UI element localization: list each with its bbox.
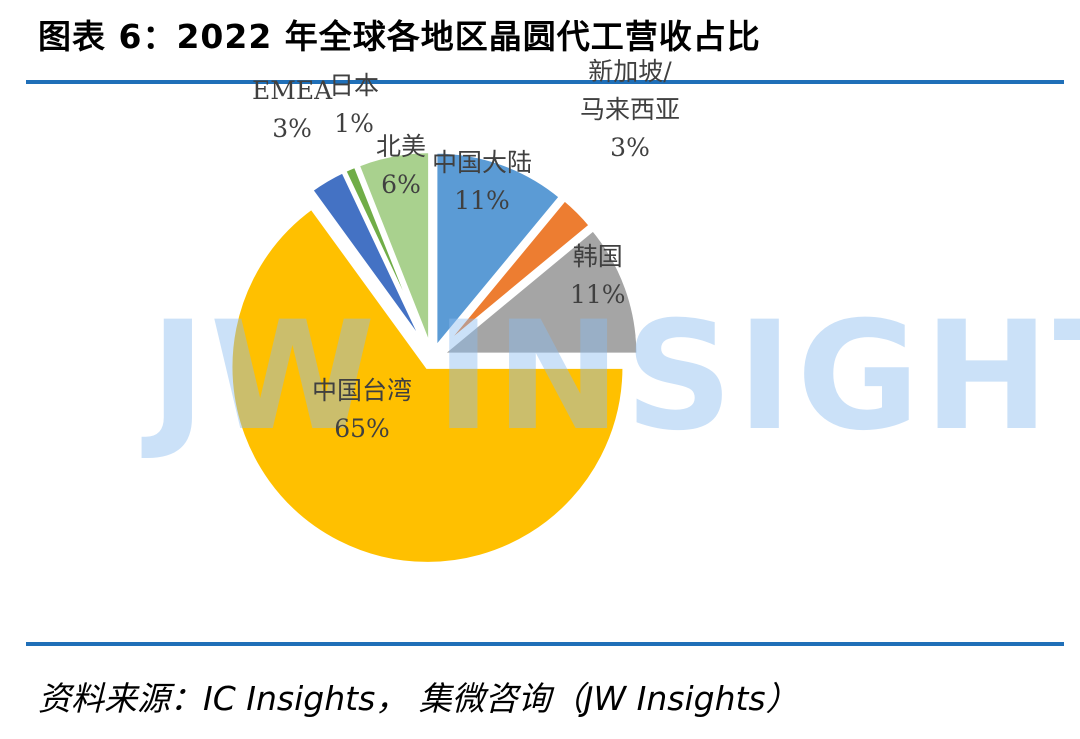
slice-name: 中国大陆 bbox=[432, 148, 533, 177]
pie-slice-日本 bbox=[341, 163, 430, 350]
slice-name: 韩国 bbox=[572, 242, 623, 271]
slice-name: 中国台湾 bbox=[312, 376, 413, 405]
slice-name: 北美 bbox=[376, 132, 427, 161]
pie-slice-北美 bbox=[355, 149, 433, 349]
pie-slice-中国台湾 bbox=[228, 204, 627, 566]
pie-slice-中国大陆 bbox=[433, 149, 564, 355]
slice-percent: 65% bbox=[334, 414, 390, 443]
slice-percent: 3% bbox=[610, 133, 650, 162]
slice-name: 新加坡/马来西亚 bbox=[580, 57, 681, 124]
slice-label-中国台湾: 中国台湾 65% bbox=[312, 372, 412, 448]
slice-percent: 3% bbox=[272, 114, 312, 143]
slice-percent: 6% bbox=[381, 170, 421, 199]
pie-slice-新加坡-马来西亚 bbox=[437, 196, 594, 353]
slice-percent: 11% bbox=[454, 186, 510, 215]
slice-label-新加坡-马来西亚: 新加坡/马来西亚 3% bbox=[580, 53, 680, 167]
chart-title: 图表 6：2022 年全球各地区晶圆代工营收占比 bbox=[38, 17, 761, 56]
source-note: 资料来源：IC Insights， 集微咨询（JW Insights） bbox=[38, 679, 799, 718]
slice-label-韩国: 韩国 11% bbox=[570, 238, 626, 314]
bottom-divider bbox=[26, 642, 1064, 646]
slice-percent: 11% bbox=[570, 280, 626, 309]
slice-name: 日本 bbox=[329, 71, 380, 100]
slice-label-北美: 北美 6% bbox=[376, 128, 426, 204]
slice-name: EMEA bbox=[252, 76, 333, 105]
slice-percent: 1% bbox=[334, 109, 374, 138]
slice-label-中国大陆: 中国大陆 11% bbox=[432, 144, 532, 220]
pie-chart bbox=[228, 149, 641, 566]
slice-label-EMEA: EMEA 3% bbox=[252, 72, 332, 148]
slice-label-日本: 日本 1% bbox=[329, 67, 379, 143]
top-divider bbox=[26, 80, 1064, 84]
pie-slice-韩国 bbox=[435, 226, 641, 357]
